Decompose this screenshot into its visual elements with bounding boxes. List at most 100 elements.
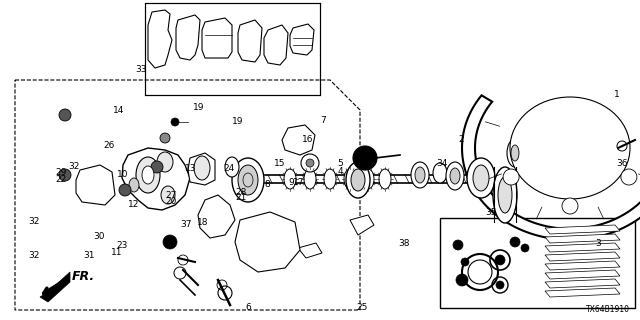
Polygon shape [545,270,620,279]
Polygon shape [545,252,620,261]
Ellipse shape [59,169,71,181]
Ellipse shape [473,165,489,191]
Ellipse shape [521,244,529,252]
Text: 18: 18 [196,218,208,227]
Text: 36: 36 [616,159,628,168]
Ellipse shape [142,166,154,184]
Polygon shape [545,234,620,243]
Ellipse shape [621,169,637,185]
Text: 34: 34 [436,159,448,168]
Text: 22: 22 [55,175,67,184]
Polygon shape [188,153,215,185]
Ellipse shape [304,169,316,189]
Polygon shape [350,215,374,235]
Text: 37: 37 [180,220,191,228]
Text: 31: 31 [83,252,95,260]
Ellipse shape [160,133,170,143]
Text: 19: 19 [232,117,244,126]
Text: 12: 12 [128,200,140,209]
Text: 2: 2 [458,135,463,144]
Ellipse shape [496,281,504,289]
Ellipse shape [446,162,464,190]
Polygon shape [76,165,115,205]
Ellipse shape [510,97,630,199]
Ellipse shape [511,145,519,161]
Text: 6: 6 [246,303,251,312]
Text: 28: 28 [236,188,247,196]
Ellipse shape [510,237,520,247]
Text: 11: 11 [111,248,122,257]
Ellipse shape [362,169,374,189]
Text: 27: 27 [165,191,177,200]
Ellipse shape [161,186,175,204]
Polygon shape [282,125,315,155]
Text: 29: 29 [55,168,67,177]
Text: 17: 17 [293,178,305,187]
Text: 19: 19 [193,103,204,112]
Ellipse shape [136,157,160,193]
Polygon shape [176,15,200,60]
Text: 32: 32 [28,251,40,260]
Text: 14: 14 [113,106,124,115]
Polygon shape [462,89,640,240]
Text: 10: 10 [116,170,128,179]
Ellipse shape [129,178,139,192]
Polygon shape [235,212,300,272]
Ellipse shape [415,167,425,183]
Ellipse shape [433,163,447,183]
Text: 33: 33 [135,65,147,74]
Ellipse shape [467,158,495,198]
Ellipse shape [493,167,517,223]
Ellipse shape [171,118,179,126]
Ellipse shape [456,274,468,286]
Text: 7: 7 [321,116,326,124]
Polygon shape [545,261,620,270]
Ellipse shape [495,255,505,265]
Ellipse shape [498,177,512,213]
Ellipse shape [225,157,239,177]
Ellipse shape [157,152,173,172]
Polygon shape [148,10,172,68]
Ellipse shape [346,162,370,198]
Ellipse shape [379,169,391,189]
Text: 24: 24 [223,164,235,172]
Ellipse shape [151,161,163,173]
Ellipse shape [284,169,296,189]
Bar [440,218,635,308]
Text: 1: 1 [614,90,620,99]
Ellipse shape [306,159,314,167]
Text: 9: 9 [289,178,294,187]
Text: 4: 4 [337,167,343,176]
Ellipse shape [351,169,365,191]
Ellipse shape [59,109,71,121]
Text: 32: 32 [68,162,80,171]
Ellipse shape [163,235,177,249]
Polygon shape [545,279,620,288]
Text: 3: 3 [595,239,601,248]
Ellipse shape [324,169,336,189]
Ellipse shape [562,198,578,214]
Ellipse shape [450,168,460,184]
Polygon shape [545,225,620,234]
Text: 32: 32 [28,217,40,226]
Polygon shape [545,243,620,252]
Ellipse shape [119,184,131,196]
Text: 25: 25 [356,303,367,312]
Text: 15: 15 [274,159,285,168]
Polygon shape [545,288,620,297]
Polygon shape [40,272,70,302]
Ellipse shape [344,169,356,189]
Ellipse shape [353,146,377,170]
Text: 38: 38 [399,239,410,248]
Ellipse shape [453,240,463,250]
Text: 20: 20 [165,197,177,206]
Polygon shape [290,24,314,55]
Ellipse shape [411,162,429,188]
Text: 13: 13 [185,164,196,172]
Text: 5: 5 [337,159,343,168]
Ellipse shape [301,154,319,172]
Ellipse shape [461,258,469,266]
Text: 35: 35 [485,208,497,217]
Ellipse shape [507,139,523,167]
Polygon shape [264,25,288,65]
